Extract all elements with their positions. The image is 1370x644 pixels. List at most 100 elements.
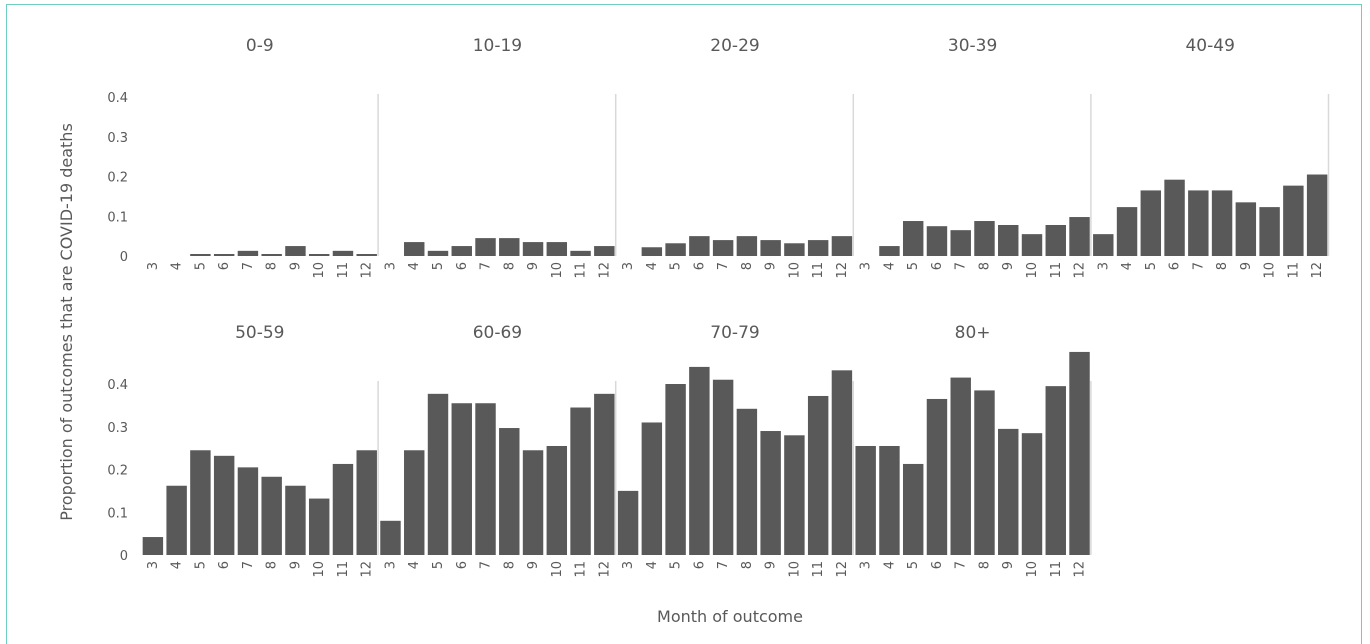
panel-title: 60-69 bbox=[473, 323, 522, 343]
x-tick-label: 9 bbox=[1239, 262, 1254, 270]
bar bbox=[1069, 217, 1090, 256]
panel-title: 70-79 bbox=[710, 323, 759, 343]
bar bbox=[594, 246, 615, 256]
bar bbox=[1259, 207, 1280, 256]
bar bbox=[356, 254, 377, 256]
x-tick-label: 12 bbox=[360, 262, 375, 279]
bar bbox=[1235, 202, 1257, 256]
x-tick-label: 11 bbox=[1049, 561, 1064, 578]
x-tick-label: 10 bbox=[550, 561, 565, 578]
bar bbox=[1306, 174, 1328, 256]
bar bbox=[712, 240, 734, 256]
x-tick-label: 7 bbox=[716, 262, 731, 270]
x-tick-label: 7 bbox=[479, 262, 494, 270]
x-tick-label: 5 bbox=[669, 561, 684, 569]
bar bbox=[261, 476, 282, 555]
bar bbox=[1164, 179, 1185, 256]
bar bbox=[332, 250, 354, 256]
bar bbox=[1021, 234, 1043, 256]
x-tick-label: 6 bbox=[217, 262, 232, 270]
y-tick-label: 0.1 bbox=[107, 210, 128, 225]
panel-title: 20-29 bbox=[710, 36, 759, 56]
x-tick-label: 8 bbox=[740, 262, 755, 270]
bar bbox=[974, 390, 995, 555]
bar bbox=[451, 246, 472, 256]
x-tick-label: 12 bbox=[1073, 561, 1088, 578]
x-tick-label: 5 bbox=[193, 262, 208, 270]
x-tick-label: 5 bbox=[669, 262, 684, 270]
x-tick-label: 4 bbox=[407, 262, 422, 270]
x-tick-label: 12 bbox=[835, 262, 850, 279]
bar bbox=[736, 236, 758, 256]
bar bbox=[926, 226, 948, 256]
x-tick-label: 11 bbox=[1049, 262, 1064, 279]
x-tick-label: 3 bbox=[621, 262, 636, 270]
bar bbox=[570, 250, 591, 256]
x-tick-label: 5 bbox=[431, 561, 446, 569]
bar bbox=[950, 230, 971, 256]
bar bbox=[522, 242, 544, 256]
bar bbox=[1045, 224, 1066, 256]
y-tick-label: 0.2 bbox=[107, 464, 128, 479]
panel-title: 50-59 bbox=[235, 323, 284, 343]
y-tick-label: 0.4 bbox=[107, 378, 128, 393]
x-tick-label: 12 bbox=[835, 561, 850, 578]
bar bbox=[926, 398, 948, 555]
x-tick-label: 10 bbox=[1025, 262, 1040, 279]
x-tick-label: 4 bbox=[1120, 262, 1135, 270]
bar bbox=[1021, 433, 1043, 555]
x-tick-label: 4 bbox=[170, 561, 185, 569]
bar bbox=[404, 242, 425, 256]
bar bbox=[166, 485, 187, 555]
bar bbox=[665, 384, 686, 555]
x-tick-label: 8 bbox=[265, 561, 280, 569]
x-tick-label: 11 bbox=[336, 262, 351, 279]
x-tick-label: 7 bbox=[954, 561, 969, 569]
x-tick-label: 3 bbox=[146, 262, 161, 270]
x-tick-label: 10 bbox=[312, 561, 327, 578]
x-tick-label: 9 bbox=[764, 262, 779, 270]
x-tick-label: 11 bbox=[574, 561, 589, 578]
bar bbox=[784, 243, 805, 256]
bar bbox=[570, 407, 591, 555]
bar bbox=[499, 428, 520, 555]
x-tick-label: 6 bbox=[692, 262, 707, 270]
x-tick-label: 12 bbox=[597, 561, 612, 578]
x-tick-label: 3 bbox=[1096, 262, 1111, 270]
bar bbox=[475, 403, 496, 555]
bar bbox=[427, 250, 449, 256]
bar bbox=[855, 445, 876, 555]
x-tick-label: 12 bbox=[360, 561, 375, 578]
x-tick-label: 5 bbox=[193, 561, 208, 569]
bar bbox=[261, 254, 282, 256]
y-tick-label: 0.2 bbox=[107, 171, 128, 186]
bar bbox=[1116, 207, 1138, 256]
bar bbox=[1069, 351, 1090, 555]
x-tick-label: 10 bbox=[312, 262, 327, 279]
x-tick-label: 4 bbox=[882, 262, 897, 270]
bar bbox=[1140, 190, 1162, 256]
y-tick-label: 0.3 bbox=[107, 421, 128, 436]
bar bbox=[807, 395, 829, 555]
x-tick-label: 7 bbox=[241, 262, 256, 270]
x-tick-label: 4 bbox=[645, 561, 660, 569]
x-tick-label: 8 bbox=[977, 561, 992, 569]
x-tick-label: 10 bbox=[787, 262, 802, 279]
x-tick-label: 9 bbox=[1001, 262, 1016, 270]
x-tick-label: 7 bbox=[716, 561, 731, 569]
bar bbox=[594, 393, 615, 555]
x-tick-label: 3 bbox=[383, 561, 398, 569]
bar bbox=[308, 254, 330, 256]
bar bbox=[831, 236, 853, 256]
bar bbox=[641, 422, 663, 555]
x-tick-label: 7 bbox=[1191, 262, 1206, 270]
panel-title: 80+ bbox=[955, 323, 991, 343]
x-tick-label: 4 bbox=[407, 561, 422, 569]
y-axis-title: Proportion of outcomes that are COVID-19… bbox=[57, 123, 76, 521]
bar bbox=[237, 250, 259, 256]
bar bbox=[689, 236, 710, 256]
bar bbox=[213, 455, 235, 555]
x-tick-label: 9 bbox=[764, 561, 779, 569]
x-tick-label: 8 bbox=[740, 561, 755, 569]
panel-title: 0-9 bbox=[246, 36, 274, 56]
